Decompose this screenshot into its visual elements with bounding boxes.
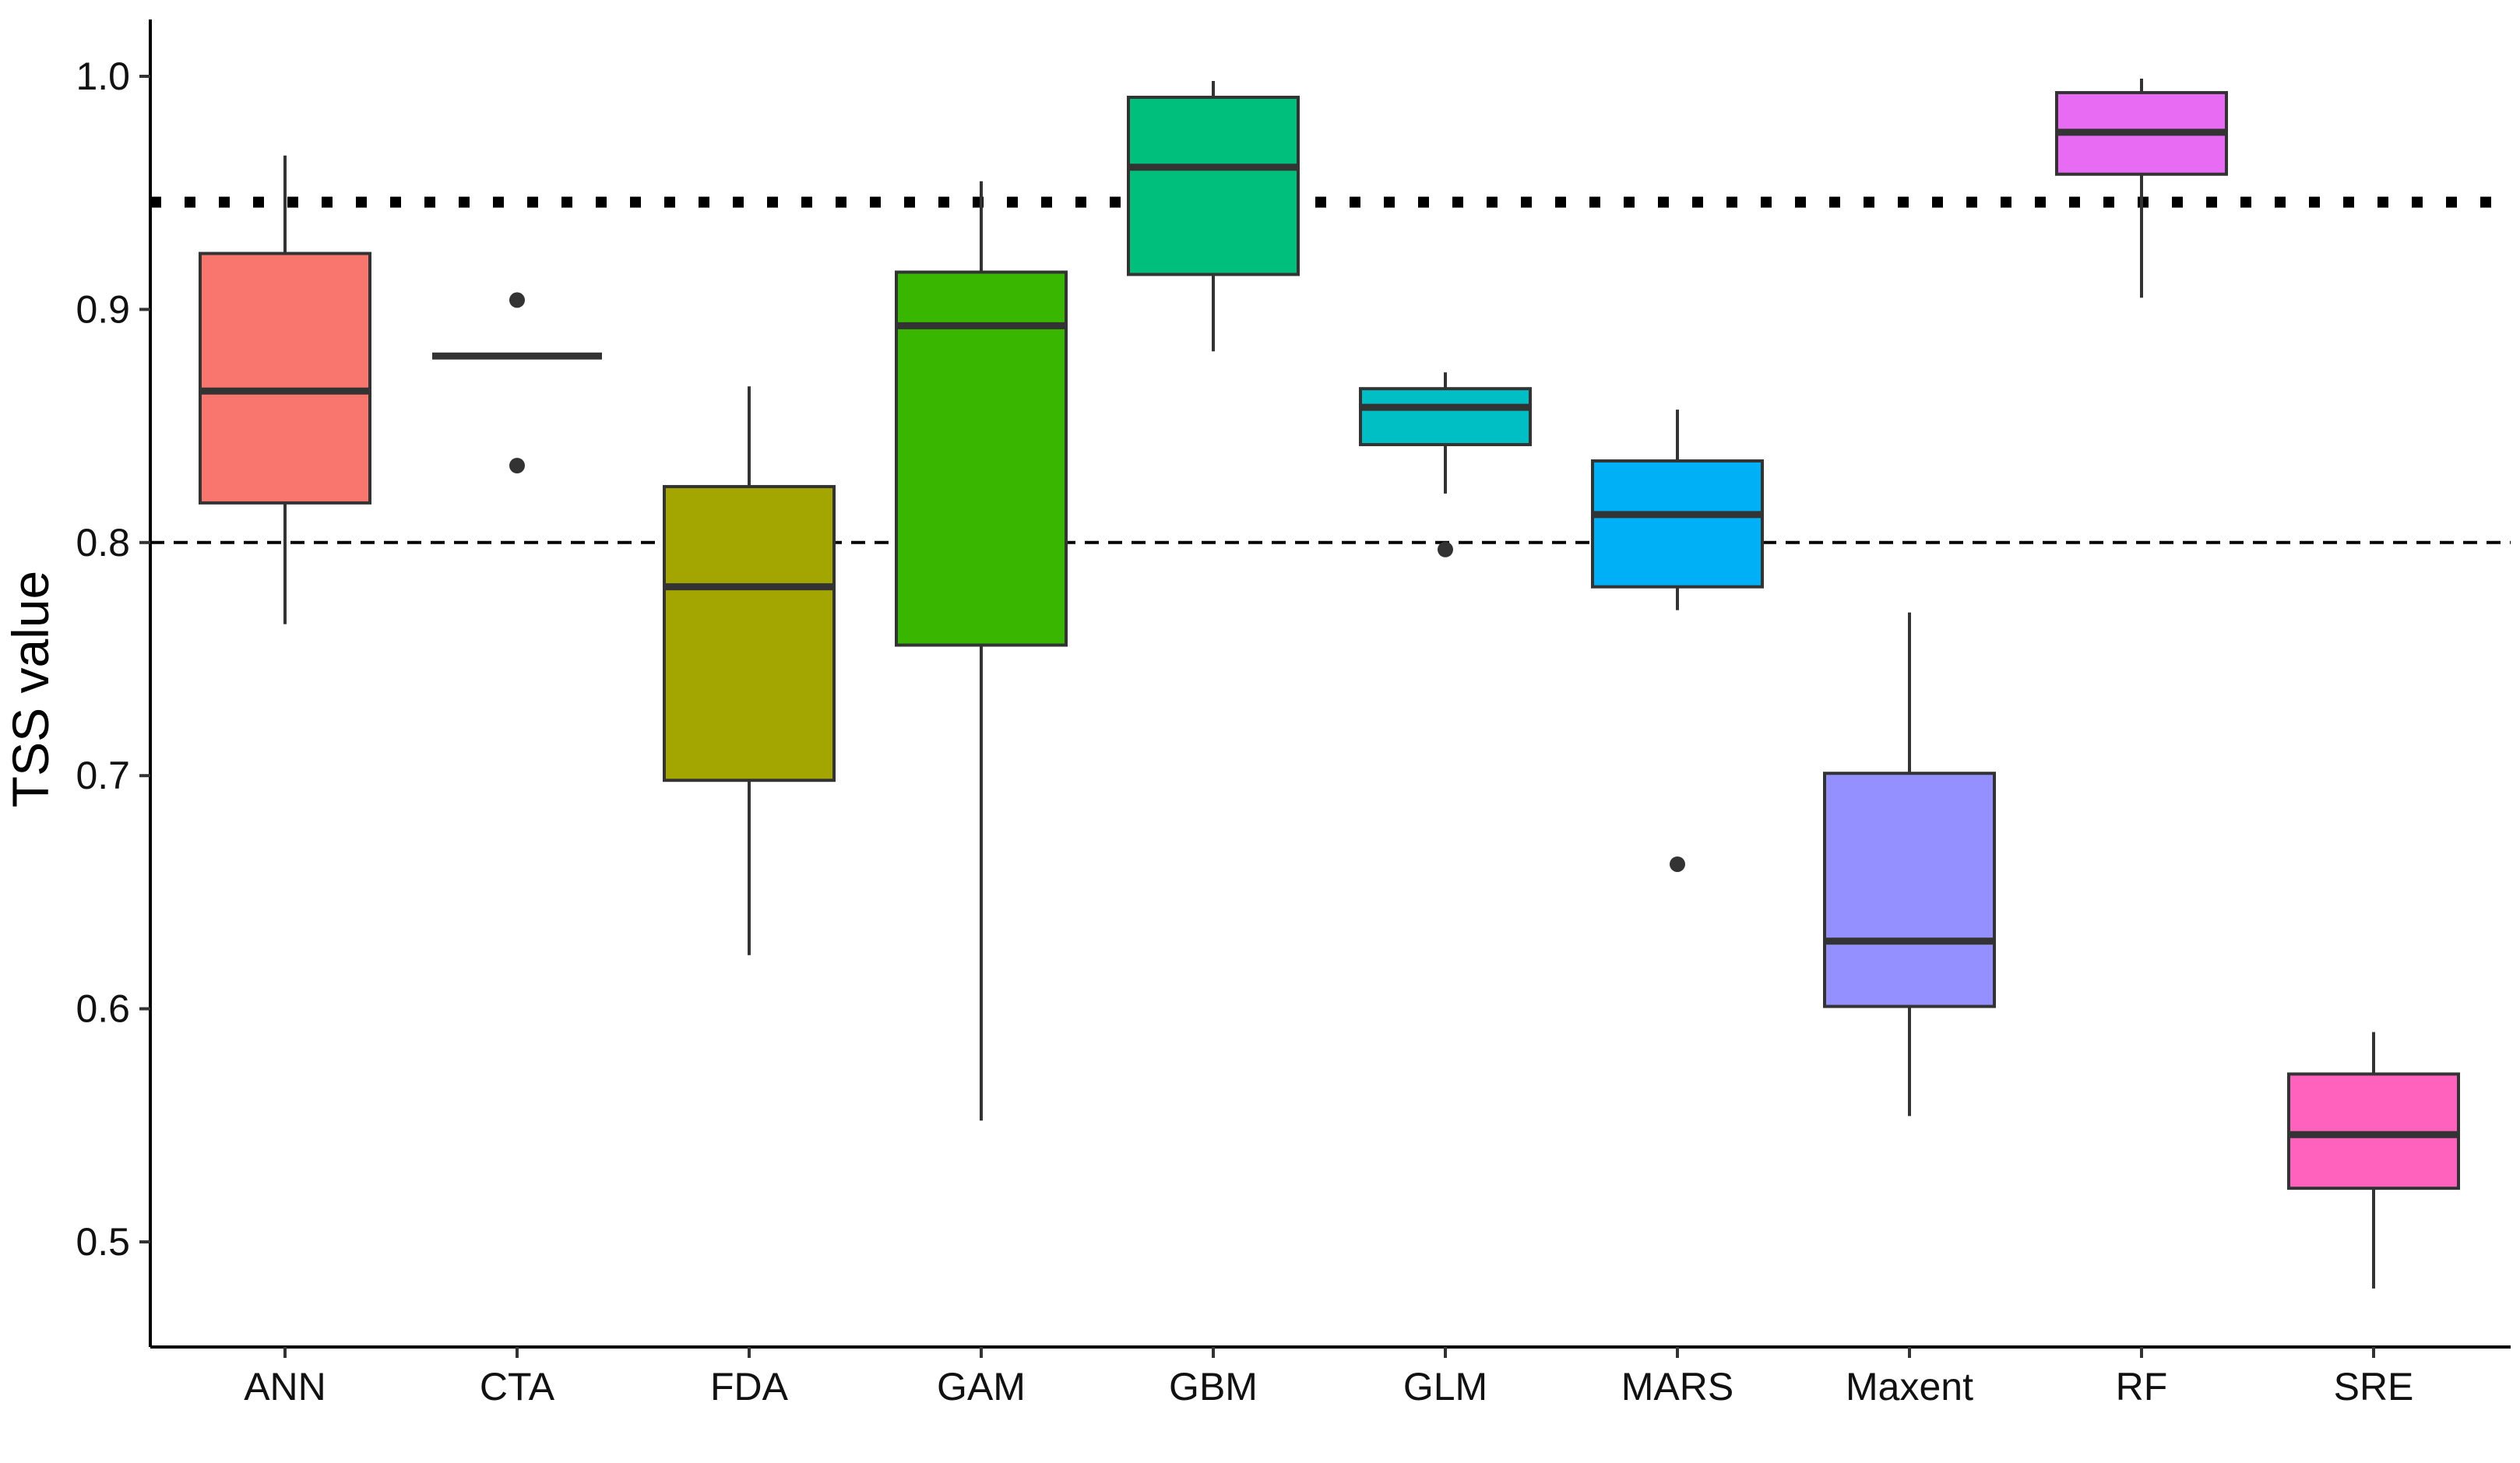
box-body xyxy=(663,484,836,782)
outlier-point xyxy=(1670,856,1685,872)
box-glm xyxy=(1359,372,1532,557)
box-rf xyxy=(2055,78,2228,298)
box-body xyxy=(895,270,1068,647)
box-body xyxy=(199,251,371,505)
x-tick-label: GAM xyxy=(937,1365,1026,1408)
outlier-point xyxy=(509,292,525,308)
box-body xyxy=(1823,772,1996,1008)
y-axis-title: TSS value xyxy=(2,571,59,807)
box-gam xyxy=(895,181,1068,1121)
x-tick-label: RF xyxy=(2116,1365,2168,1408)
box-maxent xyxy=(1823,612,1996,1117)
box-cta xyxy=(432,292,602,473)
reference-lines xyxy=(150,196,2511,544)
outlier-point xyxy=(1438,541,1453,557)
y-tick-label: 1.0 xyxy=(76,55,130,98)
x-tick-label: GLM xyxy=(1403,1365,1487,1408)
x-tick-label: CTA xyxy=(480,1365,555,1408)
x-tick-label: ANN xyxy=(244,1365,326,1408)
x-tick-label: FDA xyxy=(710,1365,789,1408)
y-tick-label: 0.7 xyxy=(76,754,130,797)
box-mars xyxy=(1591,410,1764,872)
outlier-point xyxy=(509,457,525,473)
box-fda xyxy=(663,386,836,955)
y-axis: 0.5 0.6 0.7 0.8 0.9 1.0 xyxy=(76,19,152,1347)
boxes-layer xyxy=(199,78,2460,1289)
x-tick-label: Maxent xyxy=(1846,1365,1973,1408)
box-body xyxy=(1591,459,1764,589)
y-tick-label: 0.6 xyxy=(76,987,130,1031)
box-body xyxy=(1359,387,1532,447)
x-tick-label: SRE xyxy=(2334,1365,2414,1408)
box-ann xyxy=(199,155,371,624)
x-tick-label: MARS xyxy=(1621,1365,1733,1408)
y-tick-label: 0.9 xyxy=(76,287,130,331)
box-sre xyxy=(2287,1032,2460,1289)
box-gbm xyxy=(1127,80,1300,352)
x-tick-label: GBM xyxy=(1169,1365,1258,1408)
y-tick-label: 0.8 xyxy=(76,521,130,564)
y-tick-label: 0.5 xyxy=(76,1220,130,1264)
box-body xyxy=(1127,95,1300,276)
x-axis: ANN CTA FDA GAM GBM GLM MARS Maxent RF SRE xyxy=(150,1345,2511,1408)
